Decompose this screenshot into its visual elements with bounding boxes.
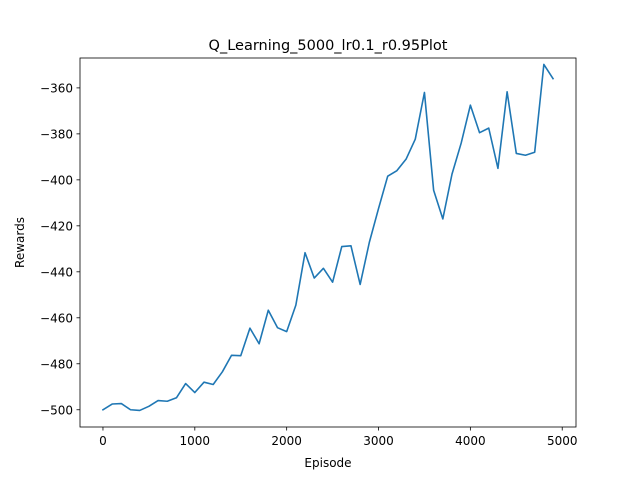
y-tick-label: −460 <box>40 311 73 325</box>
y-tick-label: −420 <box>40 219 73 233</box>
x-tick-label: 3000 <box>363 434 394 448</box>
y-axis-label: Rewards <box>13 217 27 268</box>
plot-area-frame <box>79 57 577 428</box>
y-tick-label: −480 <box>40 357 73 371</box>
chart-title: Q_Learning_5000_lr0.1_r0.95Plot <box>209 38 448 54</box>
x-tick-label: 1000 <box>180 434 211 448</box>
y-tick-label: −440 <box>40 265 73 279</box>
x-tick-label: 4000 <box>455 434 486 448</box>
x-axis-label: Episode <box>304 456 351 470</box>
x-tick-label: 0 <box>99 434 107 448</box>
plot-layer <box>101 63 555 412</box>
y-tick-label: −500 <box>40 403 73 417</box>
ticks-layer: 0 1000 2000 3000 4000 5000 −500 −480 −460 −440 −42… <box>40 81 577 448</box>
y-tick-label: −400 <box>40 173 73 187</box>
rewards-series-line <box>101 63 555 412</box>
x-tick-label: 5000 <box>547 434 578 448</box>
y-tick-label: −380 <box>40 127 73 141</box>
x-tick-label: 2000 <box>271 434 302 448</box>
y-tick-label: −360 <box>40 81 73 95</box>
